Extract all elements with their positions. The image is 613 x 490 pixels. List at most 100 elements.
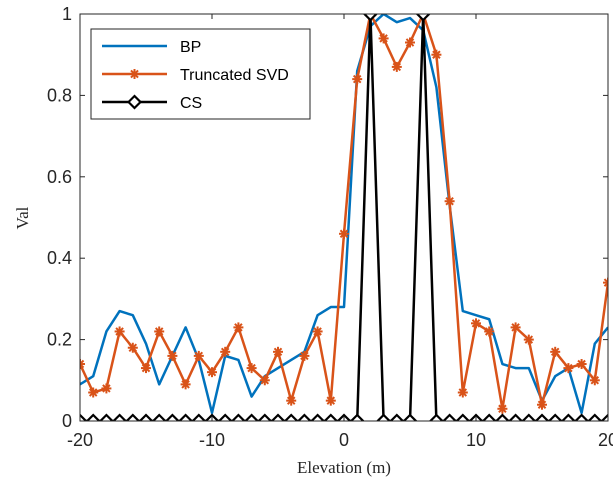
series-2-point: [563, 363, 574, 374]
series-3-point: [178, 413, 194, 421]
series-2-point: [471, 318, 481, 329]
series-1: [80, 14, 608, 415]
series-layer: [80, 14, 608, 421]
series-2-point: [378, 33, 389, 44]
series-3-point: [442, 413, 458, 421]
series-2-point: [339, 228, 349, 239]
series-3-point: [534, 413, 550, 421]
series-2-point: [576, 359, 587, 370]
series-3-point: [587, 413, 603, 421]
series-3-point: [112, 413, 128, 421]
series-1-line: [80, 14, 608, 415]
series-3-point: [310, 413, 326, 421]
ticks-layer: -20 -10 0 10 20 0 0.2 0.4 0.6 0.8 1: [47, 4, 613, 450]
series-2-point: [299, 350, 310, 361]
series-2-point: [220, 346, 231, 357]
x-tick-label: 0: [339, 430, 349, 450]
series-3-point: [428, 413, 444, 421]
series-3-point: [349, 413, 365, 421]
series-2-point: [312, 326, 323, 337]
series-3-point: [560, 413, 576, 421]
series-3-point: [402, 413, 418, 421]
series-3-point: [494, 413, 510, 421]
series-2-point: [497, 403, 508, 414]
x-tick-label: 10: [466, 430, 486, 450]
series-3-point: [191, 413, 207, 421]
legend-label-truncated-svd: Truncated SVD: [180, 67, 289, 84]
series-2-point: [154, 326, 165, 337]
series-2-point: [444, 196, 455, 207]
series-3-point: [508, 413, 524, 421]
series-2-point: [141, 363, 151, 374]
legend-label-cs: CS: [180, 95, 202, 112]
series-2-point: [484, 326, 495, 337]
series-3-point: [376, 413, 392, 421]
series-2-point: [80, 359, 85, 370]
series-3-point: [217, 413, 233, 421]
series-2-point: [510, 322, 521, 333]
legend-label-bp: BP: [180, 39, 201, 56]
series-2-point: [180, 379, 191, 390]
legend-svd-asterisk: [129, 69, 140, 79]
y-tick-label: 1: [62, 4, 72, 24]
series-3-point: [481, 413, 497, 421]
series-2-point: [603, 277, 608, 288]
series-3-point: [547, 413, 563, 421]
series-3-point: [574, 413, 590, 421]
series-2-point: [457, 387, 468, 398]
series-2-point: [550, 346, 561, 357]
series-3-point: [125, 413, 141, 421]
series-2-point: [352, 74, 363, 85]
x-tick-label: 20: [598, 430, 613, 450]
x-tick-label: -20: [67, 430, 93, 450]
series-2-point: [233, 322, 244, 333]
y-tick-label: 0.6: [47, 167, 72, 187]
series-3-point: [257, 413, 273, 421]
series-2: [80, 14, 608, 414]
series-2-point: [246, 363, 257, 374]
series-2-point: [537, 399, 547, 410]
legend-marker-truncated-svd: [129, 69, 140, 79]
series-3-point: [455, 413, 471, 421]
series-3-point: [230, 413, 246, 421]
series-3-point: [244, 413, 260, 421]
x-axis-label: Elevation (m): [297, 458, 391, 477]
series-2-point: [167, 350, 178, 361]
y-tick-label: 0.8: [47, 85, 72, 105]
series-2-point: [127, 342, 138, 353]
series-3-point: [270, 413, 286, 421]
y-axis-label: Val: [13, 206, 32, 229]
series-3-point: [98, 413, 114, 421]
series-2-point: [431, 49, 442, 60]
series-2-point: [207, 367, 217, 378]
series-3-point: [415, 14, 431, 22]
series-3-point: [283, 413, 299, 421]
series-2-point: [405, 37, 415, 48]
series-3-point: [323, 413, 339, 421]
legend-marker-cs: [126, 94, 143, 110]
series-2-point: [391, 61, 402, 72]
series-2-point: [589, 375, 600, 386]
series-3-point: [80, 413, 88, 421]
series-3-point: [521, 413, 537, 421]
series-3-point: [138, 413, 154, 421]
series-3-point: [600, 413, 608, 421]
series-3-point: [151, 413, 167, 421]
legend-cs-diamond: [126, 94, 143, 110]
series-2-point: [88, 387, 99, 398]
series-2-point: [114, 326, 125, 337]
series-3-point: [389, 413, 405, 421]
series-2-point: [325, 395, 336, 406]
y-tick-label: 0.4: [47, 248, 72, 268]
x-tick-label: -10: [199, 430, 225, 450]
series-2-point: [101, 383, 112, 394]
series-3-point: [85, 413, 101, 421]
series-2-point: [523, 334, 534, 345]
series-3-point: [362, 14, 378, 22]
y-tick-label: 0: [62, 411, 72, 431]
series-3-point: [164, 413, 180, 421]
series-2-point: [193, 350, 204, 361]
series-2-point: [286, 395, 297, 406]
legend: BP Truncated SVD CS: [90, 28, 311, 120]
